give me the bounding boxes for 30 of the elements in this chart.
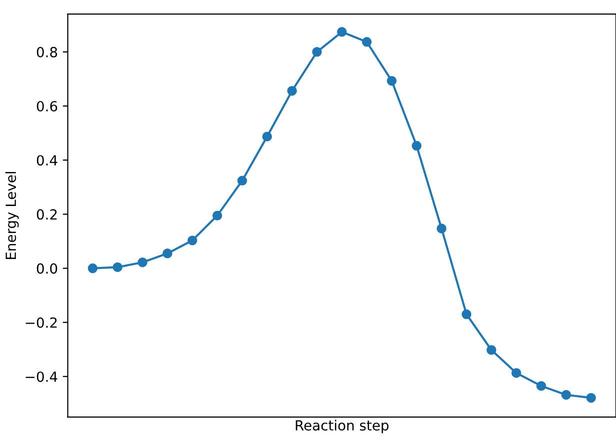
point [212,210,222,220]
point [462,309,472,320]
y-tick-label: 0.2 [36,209,57,220]
point [536,381,546,391]
y-axis-title: Energy Level [5,172,19,260]
point [312,47,322,57]
point [112,262,122,272]
y-tick-label: 0.6 [36,100,58,112]
y-tick-label: −0.4 [26,371,58,382]
point [88,263,98,274]
point [561,390,572,400]
x-axis-title: Reaction step [296,420,389,434]
y-tick-label: 0.0 [36,263,58,274]
point [511,368,522,378]
point [362,37,372,47]
point [486,345,496,355]
y-tick-label: 0.8 [36,46,58,58]
point [188,236,198,246]
point [162,248,172,258]
point [586,392,596,403]
point [287,86,297,96]
point [262,132,272,142]
point [237,176,248,186]
point [138,257,148,268]
point [386,76,397,86]
point [412,140,422,151]
point [337,27,347,37]
y-tick-label: 0.4 [36,155,58,166]
y-tick-label: −0.2 [26,317,57,328]
point [436,224,446,234]
